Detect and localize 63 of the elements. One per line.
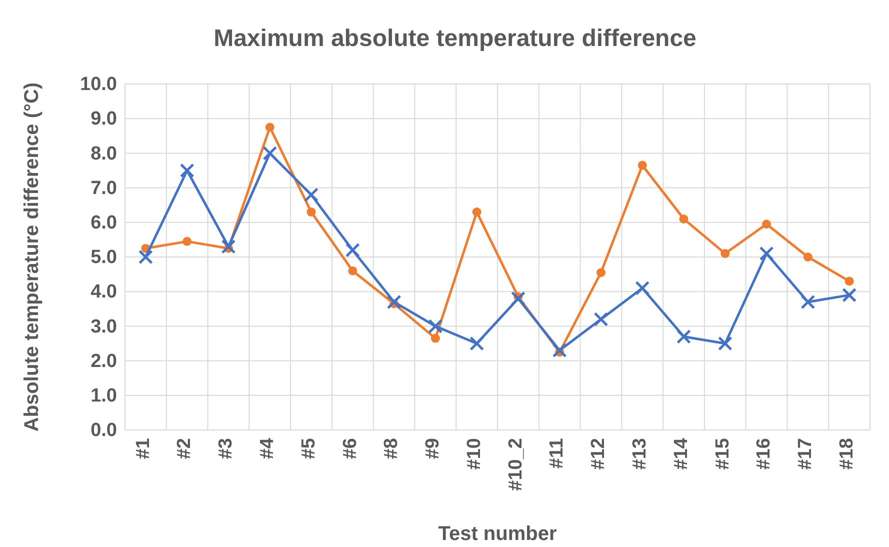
- point: [304, 187, 318, 202]
- x-tick-label: #6: [340, 438, 361, 460]
- point: [428, 318, 443, 334]
- point: [718, 336, 732, 351]
- x-tick-label: #2: [174, 438, 196, 460]
- point: [306, 208, 316, 217]
- point: [472, 208, 482, 217]
- x-tick-label: #17: [795, 438, 816, 470]
- point: [552, 343, 567, 358]
- y-tick-label: 8.0: [90, 143, 117, 164]
- x-tick-label: #8: [381, 438, 402, 460]
- y-tick-label: 5.0: [90, 247, 117, 268]
- y-tick-label: 10.0: [80, 74, 117, 96]
- point: [638, 160, 647, 170]
- x-tick-label: #16: [754, 438, 775, 470]
- point: [470, 336, 484, 351]
- x-tick-label: #9: [422, 438, 444, 460]
- y-tick-label: 7.0: [90, 178, 117, 199]
- x-tick-label: #4: [256, 438, 278, 460]
- point: [635, 280, 650, 296]
- point: [803, 252, 812, 262]
- point: [430, 334, 440, 343]
- point: [759, 246, 774, 261]
- point: [265, 122, 274, 132]
- y-tick-label: 4.0: [90, 282, 117, 303]
- y-tick-label: 6.0: [90, 212, 117, 234]
- x-tick-label: #14: [670, 438, 692, 470]
- y-tick-label: 3.0: [90, 316, 117, 338]
- point: [348, 266, 358, 276]
- point: [762, 220, 772, 229]
- y-tick-label: 2.0: [90, 350, 117, 372]
- point: [676, 329, 691, 344]
- point: [596, 268, 606, 278]
- point: [842, 288, 857, 302]
- x-tick-label: #18: [836, 438, 858, 470]
- x-tick-label: #1: [132, 438, 154, 460]
- point: [679, 214, 688, 224]
- chart-title: Maximum absolute temperature difference: [214, 25, 696, 52]
- point: [386, 294, 402, 310]
- y-tick-label: 9.0: [90, 108, 117, 130]
- x-tick-label: #10_2: [505, 438, 526, 491]
- x-tick-label: #13: [629, 438, 650, 470]
- point: [594, 312, 608, 327]
- point: [844, 276, 854, 286]
- x-tick-label: #12: [588, 438, 610, 470]
- point: [138, 250, 153, 264]
- point: [262, 146, 278, 160]
- x-tick-label: #11: [546, 438, 568, 469]
- x-tick-label: #5: [298, 438, 320, 460]
- point: [182, 236, 192, 246]
- point: [221, 239, 236, 254]
- x-tick-label: #15: [712, 438, 734, 470]
- point: [180, 163, 194, 178]
- x-axis-title: Test number: [438, 523, 557, 545]
- y-tick-label: 0.0: [90, 420, 117, 442]
- y-axis-title: Absolute temperature difference (°C): [21, 82, 43, 432]
- x-tick-label: #3: [216, 438, 237, 460]
- x-tick-label: #10: [464, 438, 485, 470]
- point: [345, 242, 360, 258]
- y-tick-label: 1.0: [90, 385, 117, 406]
- point: [720, 249, 730, 258]
- point: [510, 291, 526, 306]
- point: [800, 294, 816, 310]
